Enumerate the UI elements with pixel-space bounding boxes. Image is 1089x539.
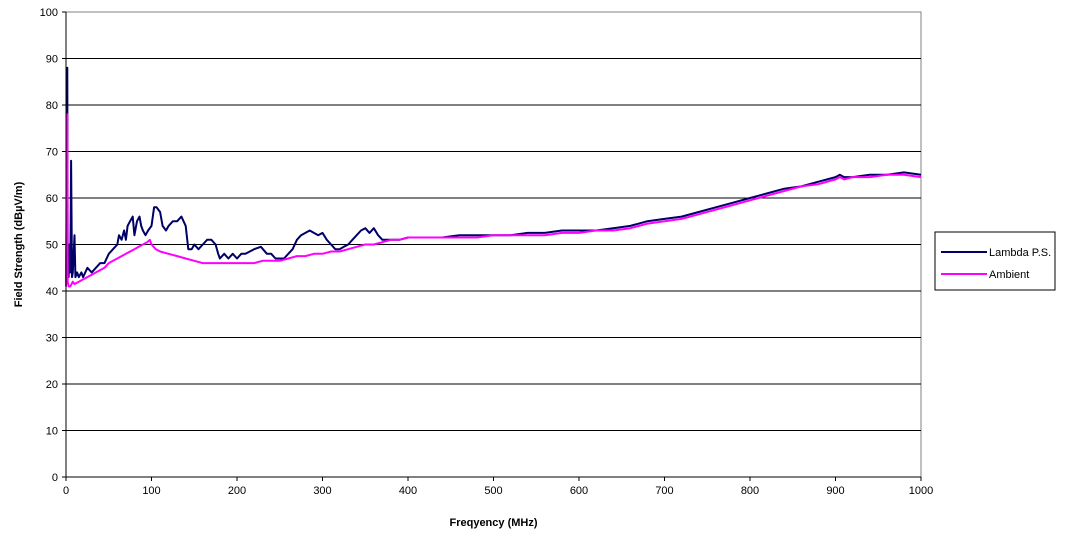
x-tick-label: 900 [826,485,844,497]
x-tick-label: 300 [313,485,331,497]
legend-label-ambient: Ambient [989,269,1029,281]
x-tick-label: 1000 [909,485,933,497]
legend-label-lambda: Lambda P.S. [989,247,1051,259]
y-axis-title: Field Strength (dBµV/m) [13,181,25,307]
y-tick-label: 30 [46,333,58,345]
series-line-ambient [65,113,922,288]
y-tick-label: 60 [46,193,58,205]
gridlines [66,58,921,431]
x-tick-label: 800 [741,485,759,497]
x-tick-label: 500 [484,485,502,497]
x-axis-title: Freqyency (MHz) [449,517,537,529]
legend-box [934,231,1056,291]
y-tick-label: 10 [46,426,58,438]
x-tick-label: 100 [142,485,160,497]
x-tick-label: 0 [63,485,69,497]
x-axis-ticks: 0 100 200 300 400 500 600 700 800 900 1000 [63,477,933,497]
series-layer [65,66,922,288]
y-tick-label: 0 [52,472,58,484]
y-axis-ticks: 0 10 20 30 40 50 60 70 80 90 100 [40,7,66,484]
y-tick-label: 70 [46,147,58,159]
x-tick-label: 400 [399,485,417,497]
x-tick-label: 600 [570,485,588,497]
x-tick-label: 700 [655,485,673,497]
y-tick-label: 80 [46,100,58,112]
y-tick-label: 100 [40,7,58,19]
legend: Lambda P.S. Ambient [934,231,1056,291]
series-line-lambda [65,66,922,287]
y-tick-label: 40 [46,286,58,298]
y-tick-label: 20 [46,379,58,391]
y-tick-label: 50 [46,240,58,252]
y-tick-label: 90 [46,54,58,66]
x-tick-label: 200 [228,485,246,497]
